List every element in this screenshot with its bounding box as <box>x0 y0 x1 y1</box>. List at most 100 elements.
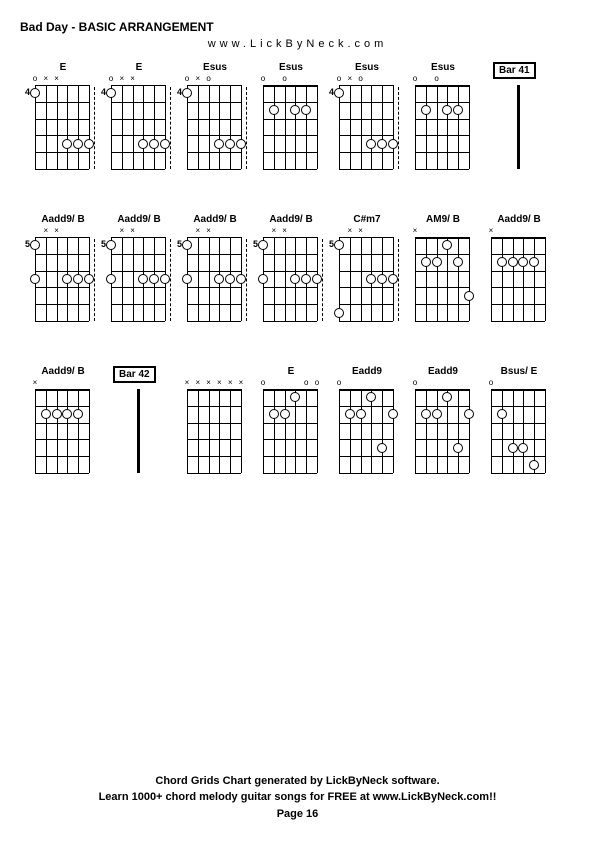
finger-dot <box>508 257 518 267</box>
finger-dot <box>182 240 192 250</box>
fretboard <box>491 237 545 321</box>
finger-dot <box>62 409 72 419</box>
mute-marker: × <box>194 75 202 83</box>
finger-dot <box>301 105 311 115</box>
mute-marker: × <box>53 75 61 83</box>
finger-dot <box>497 409 507 419</box>
chord-diagram: Aadd9/ B5×× <box>108 214 184 366</box>
chord-name: Eadd9 <box>412 366 474 377</box>
finger-dot <box>453 443 463 453</box>
string-markers: o <box>488 379 550 389</box>
bar-label: Bar 42 <box>113 366 156 383</box>
mute-marker: × <box>281 227 289 235</box>
open-marker: o <box>183 75 191 83</box>
fretboard <box>339 389 393 473</box>
mute-marker: × <box>42 75 50 83</box>
finger-dot <box>421 105 431 115</box>
chord-diagram: AM9/ B× <box>412 214 488 366</box>
chord-diagram: E4o×× <box>108 62 184 214</box>
bar-line <box>517 85 520 169</box>
open-marker: o <box>281 75 289 83</box>
mute-marker: × <box>129 227 137 235</box>
mute-marker: × <box>346 227 354 235</box>
continuation-marker <box>398 87 400 169</box>
chord-name: Aadd9/ B <box>184 214 246 225</box>
finger-dot <box>160 274 170 284</box>
finger-dot <box>138 274 148 284</box>
finger-dot <box>258 240 268 250</box>
finger-dot <box>280 409 290 419</box>
continuation-marker <box>246 87 248 169</box>
finger-dot <box>518 443 528 453</box>
finger-dot <box>388 409 398 419</box>
mute-marker: × <box>42 227 50 235</box>
bar-marker-cell: Bar 42 <box>108 366 184 518</box>
finger-dot <box>84 274 94 284</box>
mute-marker: × <box>205 227 213 235</box>
fretboard <box>187 237 241 321</box>
string-markers: × <box>32 379 94 389</box>
finger-dot <box>182 88 192 98</box>
string-markers: × <box>488 227 550 237</box>
continuation-marker <box>398 239 400 321</box>
mute-marker: × <box>487 227 495 235</box>
continuation-marker <box>94 239 96 321</box>
mute-marker: × <box>129 75 137 83</box>
finger-dot <box>442 392 452 402</box>
chord-name: AM9/ B <box>412 214 474 225</box>
finger-dot <box>73 409 83 419</box>
fretboard <box>35 389 89 473</box>
mute-marker: × <box>118 75 126 83</box>
finger-dot <box>301 274 311 284</box>
finger-dot <box>312 274 322 284</box>
fretboard <box>187 389 241 473</box>
open-marker: o <box>107 75 115 83</box>
chord-name: Aadd9/ B <box>32 366 94 377</box>
page-number: Page 16 <box>0 806 595 823</box>
open-marker: o <box>335 75 343 83</box>
finger-dot <box>421 257 431 267</box>
chord-diagram: Esusoo <box>412 62 488 214</box>
open-marker: o <box>335 379 343 387</box>
bar-marker-cell: Bar 41 <box>488 62 564 214</box>
page-title: Bad Day - BASIC ARRANGEMENT <box>20 20 214 34</box>
open-marker: o <box>205 75 213 83</box>
mute-marker: × <box>270 227 278 235</box>
continuation-marker <box>322 239 324 321</box>
chord-name: E <box>32 62 94 73</box>
fretboard <box>415 389 469 473</box>
mute-marker: × <box>226 379 234 387</box>
finger-dot <box>149 274 159 284</box>
finger-dot <box>497 257 507 267</box>
open-marker: o <box>411 379 419 387</box>
mute-marker: × <box>31 379 39 387</box>
chord-name: Aadd9/ B <box>108 214 170 225</box>
finger-dot <box>334 88 344 98</box>
finger-dot <box>464 291 474 301</box>
chord-diagram: Esus4o×o <box>336 62 412 214</box>
fretboard <box>339 237 393 321</box>
string-markers: ×× <box>184 227 246 237</box>
chord-diagram: Aadd9/ B× <box>488 214 564 366</box>
chord-name: Esus <box>184 62 246 73</box>
finger-dot <box>377 139 387 149</box>
finger-dot <box>366 392 376 402</box>
bar-line <box>137 389 140 473</box>
finger-dot <box>290 105 300 115</box>
open-marker: o <box>433 75 441 83</box>
open-marker: o <box>487 379 495 387</box>
finger-dot <box>62 274 72 284</box>
finger-dot <box>52 409 62 419</box>
finger-dot <box>269 409 279 419</box>
finger-dot <box>62 139 72 149</box>
finger-dot <box>149 139 159 149</box>
chord-diagram: Aadd9/ B5×× <box>184 214 260 366</box>
finger-dot <box>366 139 376 149</box>
chord-grid-container: E4o××E4o××Esus4o×oEsusooEsus4o×oEsusooBa… <box>32 62 564 518</box>
chord-name: Esus <box>412 62 474 73</box>
mute-marker: × <box>237 379 245 387</box>
finger-dot <box>377 443 387 453</box>
finger-dot <box>138 139 148 149</box>
open-marker: o <box>31 75 39 83</box>
chord-diagram: Bsus/ Eo <box>488 366 564 518</box>
